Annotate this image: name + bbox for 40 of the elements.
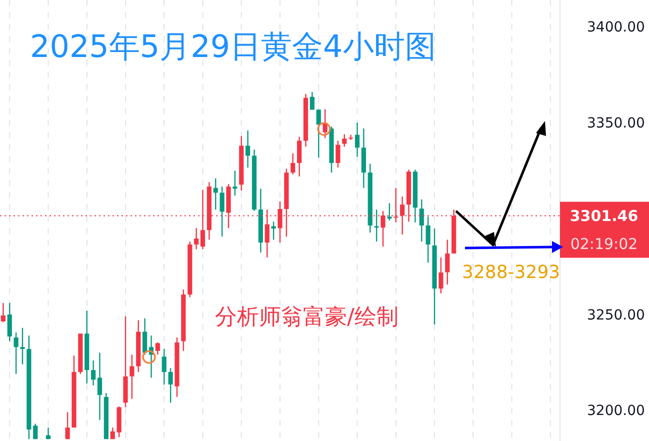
candlestick	[297, 136, 302, 177]
ref-line-label: 3301.46	[570, 207, 638, 226]
candlestick	[354, 122, 360, 158]
candlestick	[194, 228, 199, 250]
candlestick	[20, 327, 25, 365]
candlestick	[7, 302, 12, 342]
candlestick	[246, 130, 250, 168]
candlestick	[316, 108, 321, 158]
candlestick	[33, 423, 38, 440]
candlestick	[310, 91, 314, 110]
candlestick	[142, 318, 148, 356]
candlestick	[438, 256, 444, 294]
candlestick	[14, 332, 18, 374]
candlestick	[419, 198, 424, 242]
annotation: 分析师翁富豪/绘制	[215, 305, 398, 330]
candlestick	[220, 186, 224, 238]
candlestick	[0, 302, 6, 323]
text: 2025年5月29日黄金4小时图	[30, 29, 436, 65]
candlestick	[213, 178, 218, 210]
candlestick	[336, 140, 340, 168]
candlestick	[162, 348, 166, 386]
candlestick	[290, 152, 296, 176]
candlestick	[342, 134, 347, 148]
candlestick	[91, 360, 96, 386]
candlestick	[65, 412, 70, 440]
candlestick	[232, 170, 238, 196]
annotation: 3288-3293	[462, 262, 560, 283]
candlestick	[348, 134, 354, 141]
candlestick	[426, 216, 430, 264]
candlestick	[168, 368, 173, 404]
candlestick	[130, 354, 134, 400]
y-tick-label: 3250.00	[587, 307, 645, 324]
text: 02:19:02	[570, 235, 638, 253]
candlestick	[387, 202, 392, 222]
y-tick-label: 3350.00	[587, 116, 645, 132]
candlestick	[445, 239, 450, 286]
y-tick-label: 3200.00	[587, 403, 645, 420]
candlestick	[155, 342, 160, 356]
y-tick-label: 3400.00	[587, 20, 645, 36]
candlestick	[97, 352, 102, 421]
